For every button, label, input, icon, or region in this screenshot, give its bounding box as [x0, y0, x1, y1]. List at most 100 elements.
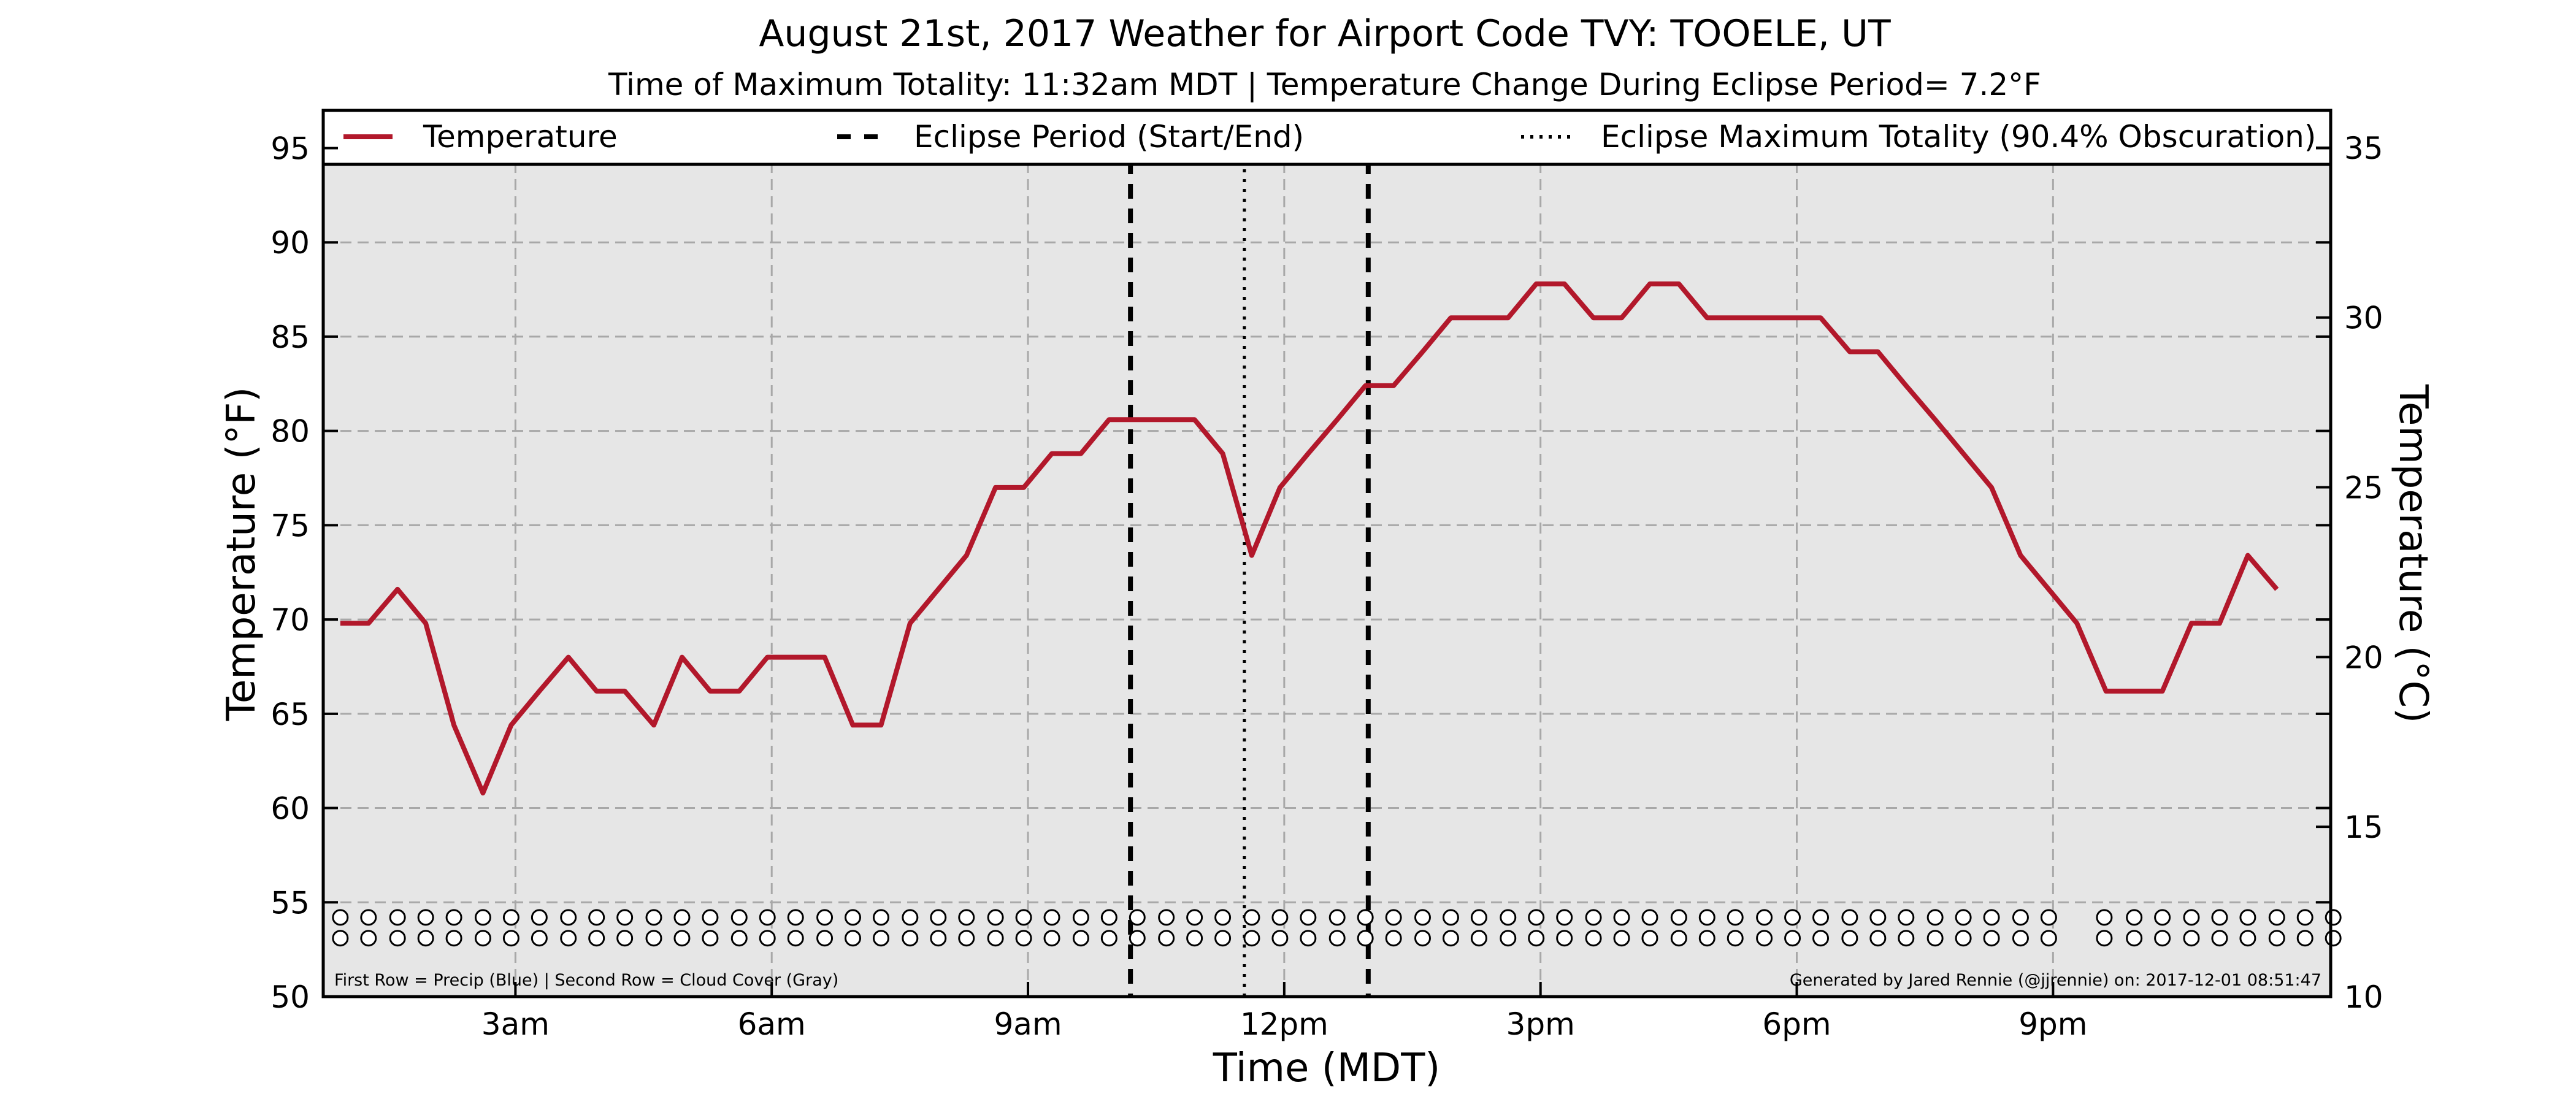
cloud-cover-marker — [988, 931, 1003, 946]
precip-marker — [1984, 910, 1999, 925]
cloud-cover-marker — [1330, 931, 1344, 946]
precip-marker — [1757, 910, 1772, 925]
precip-marker — [1529, 910, 1544, 925]
cloud-cover-marker — [1814, 931, 1828, 946]
precip-marker — [1301, 910, 1316, 925]
cloud-cover-marker — [1301, 931, 1316, 946]
cloud-cover-marker — [1216, 931, 1230, 946]
y2-axis-label: Temperature (°C) — [2390, 384, 2436, 723]
cloud-cover-marker — [1728, 931, 1742, 946]
precip-marker — [2326, 910, 2340, 925]
precip-marker — [1643, 910, 1657, 925]
precip-marker — [2127, 910, 2142, 925]
cloud-cover-marker — [1899, 931, 1914, 946]
x-tick-label: 9am — [994, 1006, 1062, 1042]
cloud-cover-marker — [333, 931, 348, 946]
cloud-cover-marker — [2155, 931, 2170, 946]
y-tick-label: 50 — [270, 979, 310, 1015]
y2-tick-label: 10 — [2344, 979, 2383, 1015]
precip-marker — [988, 910, 1003, 925]
precip-marker — [1016, 910, 1031, 925]
precip-marker — [475, 910, 490, 925]
precip-marker — [361, 910, 376, 925]
cloud-cover-marker — [931, 931, 946, 946]
cloud-cover-marker — [2013, 931, 2028, 946]
y-tick-label: 95 — [270, 131, 310, 166]
cloud-cover-marker — [2241, 931, 2255, 946]
cloud-cover-marker — [504, 931, 518, 946]
precip-marker — [873, 910, 888, 925]
y-tick-label: 60 — [270, 791, 310, 827]
legend-label-eclipse-period: Eclipse Period (Start/End) — [914, 119, 1304, 155]
precip-marker — [646, 910, 661, 925]
cloud-cover-marker — [532, 931, 546, 946]
x-tick-label: 12pm — [1240, 1006, 1328, 1042]
y2-tick-label: 25 — [2344, 470, 2383, 506]
cloud-cover-marker — [390, 931, 405, 946]
cloud-cover-marker — [561, 931, 576, 946]
cloud-cover-marker — [1757, 931, 1772, 946]
y-tick-label: 85 — [270, 320, 310, 355]
precip-marker — [1102, 910, 1116, 925]
precip-marker — [931, 910, 946, 925]
cloud-cover-marker — [1557, 931, 1572, 946]
cloud-cover-marker — [1358, 931, 1373, 946]
cloud-cover-marker — [1501, 931, 1516, 946]
cloud-cover-marker — [846, 931, 861, 946]
y-tick-label: 90 — [270, 225, 310, 261]
precip-marker — [2184, 910, 2199, 925]
precip-marker — [1671, 910, 1686, 925]
x-tick-label: 3am — [481, 1006, 550, 1042]
cloud-cover-marker — [1842, 931, 1857, 946]
cloud-cover-marker — [1130, 931, 1144, 946]
precip-marker — [959, 910, 974, 925]
cloud-cover-marker — [646, 931, 661, 946]
cloud-cover-marker — [1045, 931, 1059, 946]
precip-marker — [903, 910, 918, 925]
precip-marker — [1785, 910, 1800, 925]
cloud-cover-marker — [1016, 931, 1031, 946]
precip-marker — [1187, 910, 1202, 925]
cloud-cover-marker — [1529, 931, 1544, 946]
precip-marker — [504, 910, 518, 925]
precip-marker — [1728, 910, 1742, 925]
precip-marker — [1814, 910, 1828, 925]
cloud-cover-marker — [760, 931, 775, 946]
cloud-cover-marker — [1244, 931, 1259, 946]
cloud-cover-marker — [1785, 931, 1800, 946]
x-tick-label: 3pm — [1506, 1006, 1575, 1042]
precip-marker — [2041, 910, 2056, 925]
cloud-cover-marker — [1102, 931, 1116, 946]
precip-marker — [1471, 910, 1486, 925]
cloud-cover-marker — [2127, 931, 2142, 946]
cloud-cover-marker — [418, 931, 433, 946]
precip-marker — [1557, 910, 1572, 925]
precip-marker — [1273, 910, 1287, 925]
cloud-cover-marker — [1984, 931, 1999, 946]
y-tick-label: 75 — [270, 508, 310, 543]
cloud-cover-marker — [1159, 931, 1174, 946]
cloud-cover-marker — [618, 931, 632, 946]
cloud-cover-marker — [1187, 931, 1202, 946]
precip-marker — [2212, 910, 2227, 925]
y-tick-label: 70 — [270, 602, 310, 638]
cloud-cover-marker — [2212, 931, 2227, 946]
cloud-cover-marker — [1614, 931, 1629, 946]
precip-marker — [1700, 910, 1714, 925]
cloud-cover-marker — [873, 931, 888, 946]
y2-tick-label: 30 — [2344, 301, 2383, 336]
precip-marker — [2269, 910, 2284, 925]
cloud-cover-marker — [2269, 931, 2284, 946]
y2-tick-label: 20 — [2344, 640, 2383, 675]
cloud-cover-marker — [1415, 931, 1430, 946]
cloud-cover-marker — [788, 931, 803, 946]
precip-marker — [1443, 910, 1458, 925]
precip-marker — [589, 910, 604, 925]
precip-marker — [1216, 910, 1230, 925]
annotation-left: First Row = Precip (Blue) | Second Row =… — [334, 971, 838, 990]
cloud-cover-marker — [1586, 931, 1601, 946]
precip-marker — [1358, 910, 1373, 925]
cloud-cover-marker — [1471, 931, 1486, 946]
